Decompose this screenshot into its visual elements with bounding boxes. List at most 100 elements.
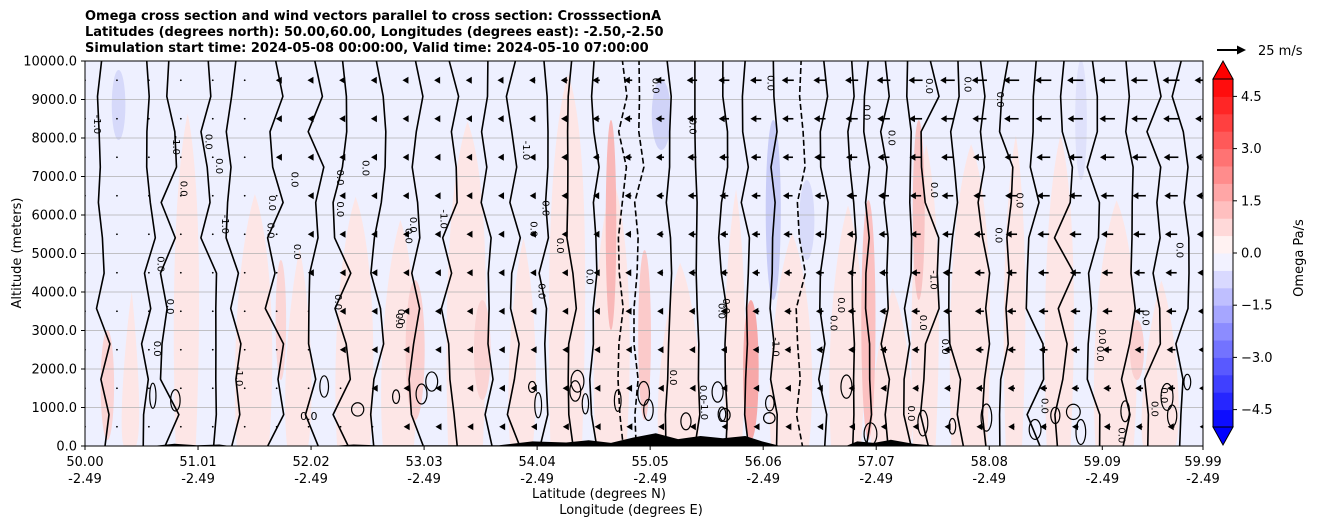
wind-vector-head	[879, 346, 886, 354]
wind-vector-head	[1069, 269, 1076, 277]
negative-contour-line	[617, 61, 628, 446]
wind-vector-head	[1132, 230, 1139, 238]
wind-vector	[147, 271, 150, 274]
closed-contour	[570, 369, 585, 393]
wind-vector-head	[466, 192, 473, 200]
wind-vector-head	[307, 115, 314, 123]
contour-label: 0.0	[393, 313, 404, 329]
wind-vector-head	[1036, 153, 1043, 161]
wind-vector-head	[658, 423, 665, 431]
wind-vector-head	[974, 269, 981, 277]
colorbar-segment	[1213, 305, 1233, 324]
wind-vector-head	[688, 307, 695, 315]
wind-vector	[179, 387, 182, 390]
omega-cell	[799, 180, 815, 260]
wind-vector-head	[845, 76, 852, 84]
y-tick-label: 0.0	[56, 440, 77, 455]
x-tick-label-latitude: 54.04	[519, 455, 556, 470]
wind-vector-head	[975, 384, 982, 392]
omega-cell	[651, 80, 671, 150]
contour-label: 0.0	[905, 406, 916, 422]
closed-contour	[1028, 418, 1042, 440]
wind-vector-head	[784, 307, 791, 315]
wind-vector-head	[783, 269, 790, 277]
wind-vector-head	[402, 115, 409, 123]
x-tick-label-latitude: 55.05	[632, 455, 669, 470]
wind-vector	[307, 310, 310, 313]
x-axis-label-latitude: Latitude (degrees N)	[532, 487, 666, 502]
contour-label: 0.0	[155, 256, 166, 272]
x-tick-label-latitude: 58.08	[971, 455, 1008, 470]
contour-label: 0.0	[928, 182, 939, 198]
wind-vector-head	[689, 384, 696, 392]
contour-label: 0.0	[583, 269, 594, 285]
wind-vector-head	[1098, 76, 1105, 84]
wind-vector-head	[339, 192, 346, 200]
contour-label: 0.0	[885, 130, 896, 146]
wind-vector-head	[943, 346, 950, 354]
zero-contour-line	[879, 61, 891, 446]
wind-vector-head	[909, 153, 916, 161]
wind-vector-head	[593, 230, 600, 238]
wind-vector	[116, 348, 118, 351]
wind-vector-head	[878, 230, 885, 238]
wind-vector-head	[1069, 230, 1076, 238]
wind-vector-head	[435, 346, 442, 354]
wind-vector-head	[849, 423, 856, 431]
wind-vector-head	[498, 192, 505, 200]
wind-vector-head	[594, 346, 601, 354]
colorbar-segment	[1213, 218, 1233, 237]
wind-vector	[243, 425, 246, 428]
wind-vector-head	[624, 230, 631, 238]
wind-vector	[371, 425, 374, 428]
wind-vector-head	[782, 153, 789, 161]
contour-labels: 0.00.00.00.00.0-1.00.00.00.0-1.00.00.00.…	[91, 75, 1184, 443]
contour-label: 0.0	[961, 76, 972, 92]
colorbar-segment	[1213, 270, 1233, 289]
wind-vectors	[85, 76, 1203, 431]
wind-vector-head	[434, 192, 441, 200]
wind-vector-head	[370, 76, 377, 84]
wind-vector-head	[1037, 269, 1044, 277]
closed-contour	[717, 406, 727, 423]
colorbar-segment	[1213, 287, 1233, 306]
x-tick-label-longitude: -2.49	[407, 472, 441, 487]
zero-contour-line	[1025, 61, 1045, 446]
wind-vector-head	[1007, 384, 1014, 392]
wind-vector-head	[561, 230, 568, 238]
wind-vector-head	[1007, 346, 1014, 354]
x-tick-label-longitude: -2.49	[746, 472, 780, 487]
wind-vector-head	[1199, 424, 1203, 429]
wind-vector	[147, 348, 150, 351]
contour-label: 0.0	[554, 238, 565, 254]
y-tick-label: 10000.0	[23, 55, 77, 70]
omega-cell	[473, 300, 491, 400]
wind-vector-head	[1004, 115, 1011, 123]
wind-vector	[275, 348, 278, 351]
wind-vector-head	[1167, 384, 1174, 392]
wind-vector	[147, 79, 150, 82]
wind-vector	[116, 79, 118, 82]
wind-vector-head	[815, 269, 822, 277]
wind-vector-head	[465, 115, 472, 123]
y-tick-label: 8000.0	[32, 132, 78, 147]
colorbar-segment	[1213, 79, 1233, 97]
zero-contour-line	[369, 61, 387, 446]
wind-vector-head	[465, 76, 472, 84]
wind-vector-head	[339, 307, 346, 315]
wind-vector-head	[434, 230, 441, 238]
wind-vector-head	[657, 307, 664, 315]
wind-vector-head	[275, 153, 282, 161]
zero-contour-line	[225, 61, 242, 446]
wind-vector-head	[1068, 192, 1075, 200]
wind-vector-head	[624, 192, 631, 200]
closed-contour	[1160, 382, 1174, 411]
wind-vector-head	[1130, 76, 1137, 84]
chart-title-line-3: Simulation start time: 2024-05-08 00:00:…	[85, 41, 649, 56]
colorbar-tick-label: 3.0	[1241, 142, 1262, 157]
wind-vector-head	[434, 269, 441, 277]
wind-vector-head	[466, 307, 473, 315]
wind-vector-head	[656, 192, 663, 200]
closed-contour	[762, 412, 776, 425]
wind-vector-head	[498, 230, 505, 238]
